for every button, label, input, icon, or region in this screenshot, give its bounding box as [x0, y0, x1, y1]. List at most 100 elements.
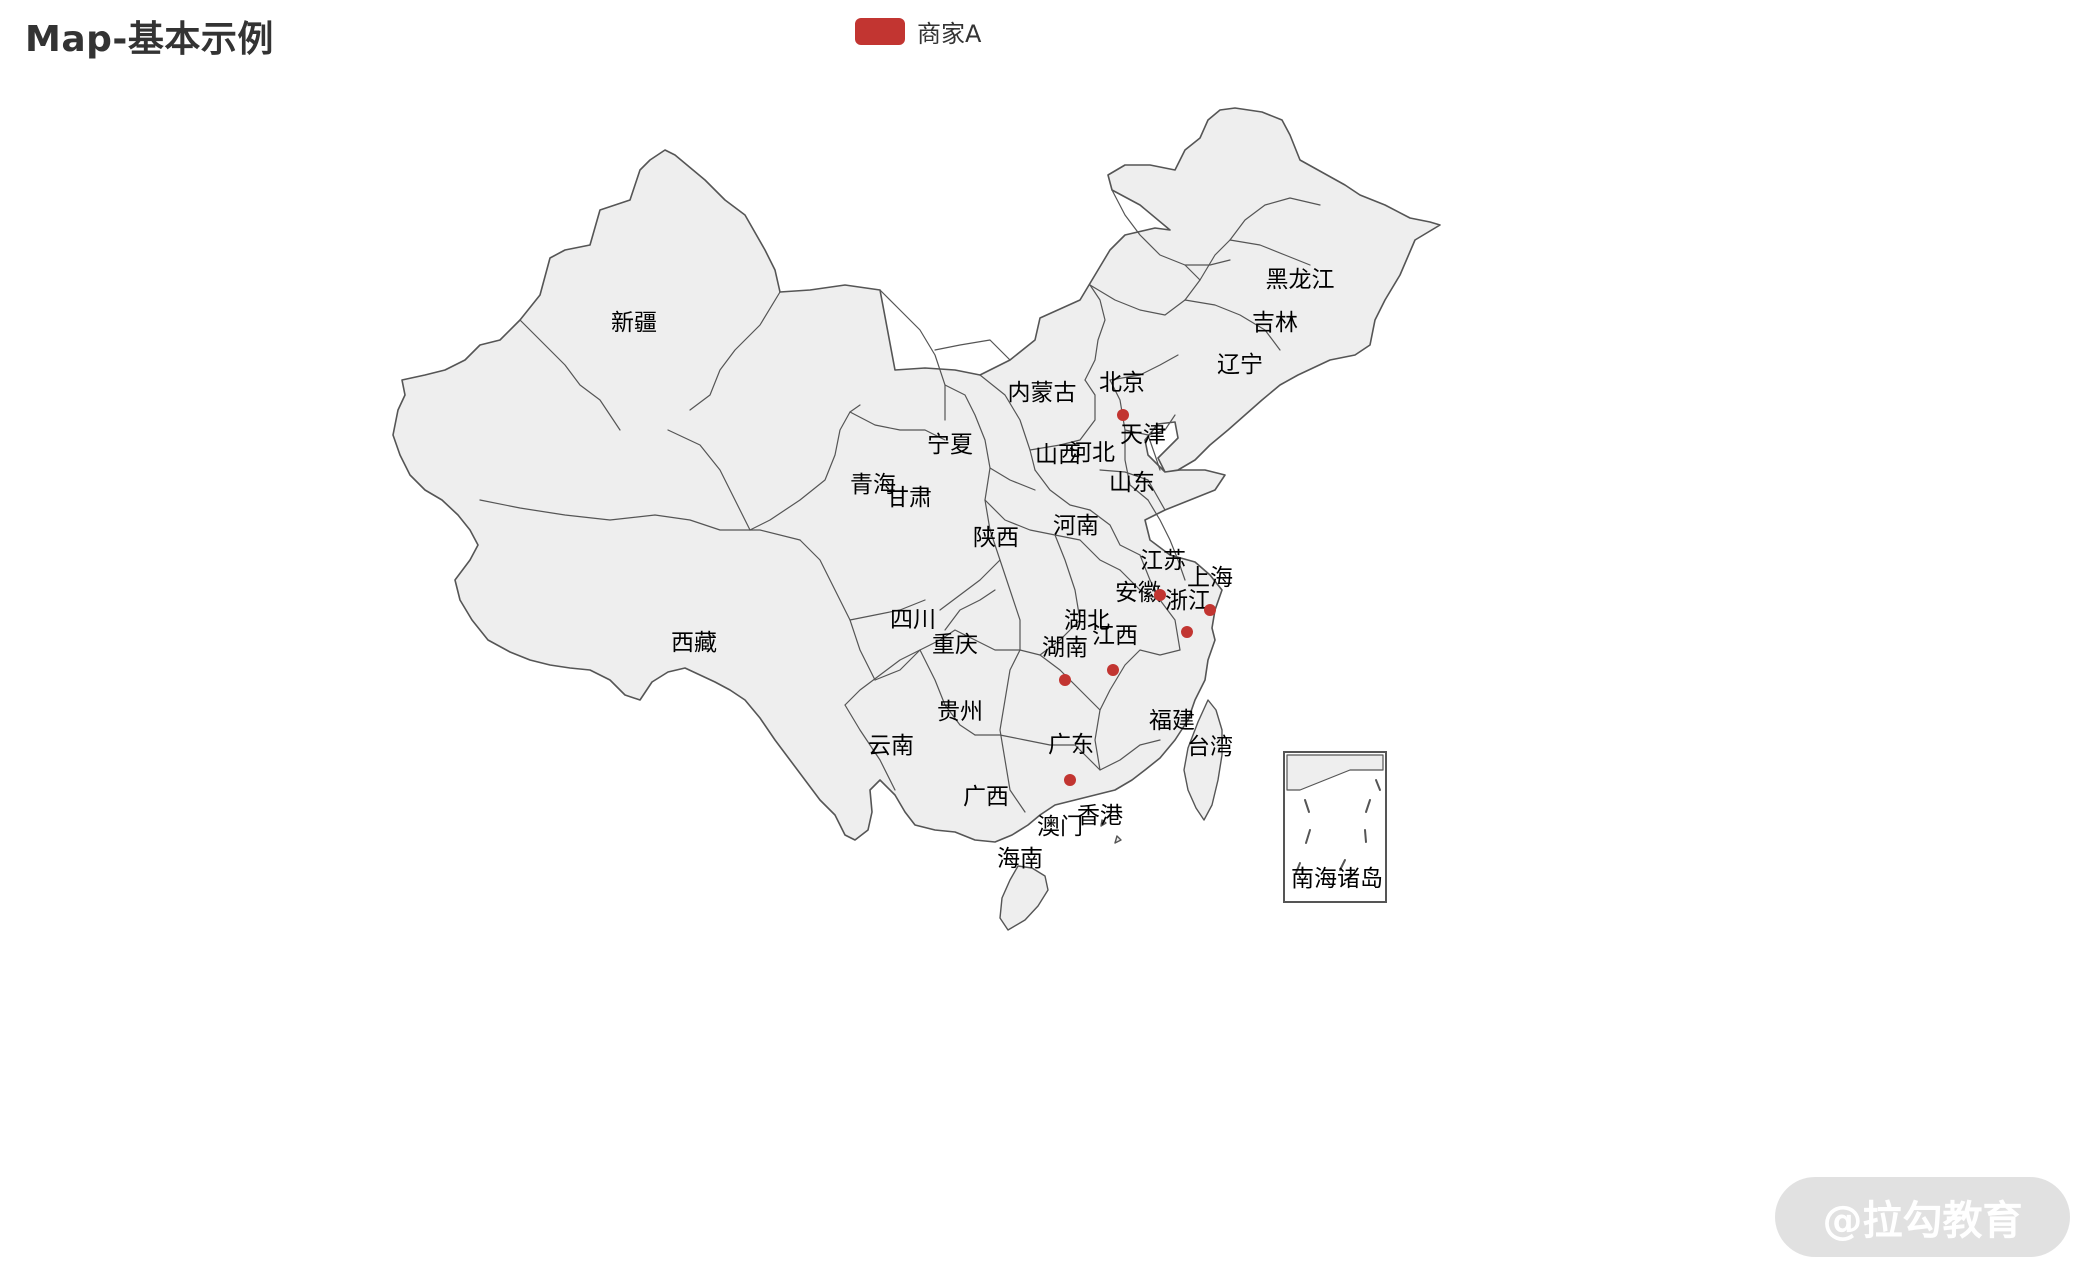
region-label-17: 上海 — [1187, 565, 1233, 591]
province-border-29 — [844, 704, 896, 791]
province-border-13 — [1109, 354, 1179, 381]
province-border-27 — [919, 649, 976, 736]
region-label-6: 天津 — [1120, 422, 1166, 448]
province-border-34 — [849, 599, 926, 621]
province-border-18 — [989, 467, 1036, 491]
province-border-37 — [1147, 499, 1186, 581]
province-border-24 — [984, 499, 1021, 651]
region-label-35: 南海诸岛 — [1291, 866, 1383, 892]
merchant-marker-1[interactable] — [1117, 409, 1129, 421]
island-shape-4 — [1100, 819, 1107, 827]
merchant-marker-2[interactable] — [1154, 589, 1166, 601]
watermark: @拉勾教育 — [1775, 1177, 2070, 1257]
province-border-14 — [1109, 379, 1149, 501]
south-china-sea-dash-2 — [1305, 829, 1311, 844]
south-china-sea-dash-4 — [1339, 859, 1346, 871]
region-label-34: 海南 — [997, 846, 1043, 872]
province-border-35 — [974, 734, 1076, 746]
merchant-marker-6[interactable] — [1059, 674, 1071, 686]
merchant-marker-4[interactable] — [1181, 626, 1193, 638]
region-label-20: 湖北 — [1064, 608, 1110, 634]
province-border-3 — [479, 499, 801, 541]
province-border-26 — [919, 629, 1021, 651]
region-label-33: 澳门 — [1037, 814, 1083, 840]
province-border-30 — [799, 539, 876, 681]
region-label-5: 北京 — [1099, 370, 1145, 396]
south-china-sea-dash-3 — [1295, 862, 1301, 874]
region-label-19: 浙江 — [1165, 588, 1211, 614]
region-label-24: 重庆 — [932, 632, 978, 658]
province-border-7 — [879, 289, 946, 421]
province-border-44 — [1229, 197, 1321, 241]
province-border-4 — [667, 429, 751, 531]
merchant-marker-5[interactable] — [1107, 664, 1119, 676]
province-border-9 — [934, 339, 1011, 361]
legend-label: 商家A — [917, 20, 982, 48]
province-border-22 — [1019, 649, 1101, 711]
region-label-15: 河南 — [1053, 513, 1099, 539]
province-border-31 — [874, 649, 921, 681]
chart-title: Map-基本示例 — [25, 19, 274, 60]
south-china-sea-dash-1 — [1304, 799, 1310, 813]
province-border-2 — [519, 319, 621, 431]
region-label-30: 广西 — [963, 784, 1009, 810]
province-border-10 — [979, 374, 1036, 471]
region-label-8: 山西 — [1035, 442, 1081, 468]
map-markers — [1059, 409, 1216, 786]
region-label-11: 新疆 — [611, 310, 657, 336]
china-mainland-shape — [392, 107, 1441, 843]
region-label-9: 山东 — [1109, 470, 1155, 496]
island-shape-1 — [999, 865, 1049, 931]
region-label-27: 福建 — [1149, 708, 1195, 734]
region-label-28: 台湾 — [1187, 734, 1233, 760]
region-label-16: 江苏 — [1140, 548, 1186, 574]
region-label-4: 内蒙古 — [1008, 380, 1077, 406]
south-china-sea-dash-7 — [1375, 779, 1381, 791]
south-china-sea-inset — [1283, 751, 1387, 903]
south-china-sea-coast — [1286, 754, 1384, 791]
region-label-32: 香港 — [1077, 803, 1123, 829]
province-border-33 — [939, 559, 1001, 611]
region-label-29: 云南 — [868, 733, 914, 759]
island-shape-3 — [1114, 835, 1122, 844]
region-label-2: 吉林 — [1252, 310, 1298, 336]
legend-swatch — [855, 18, 905, 45]
south-china-sea-dash-6 — [1365, 799, 1371, 813]
province-border-1 — [689, 291, 781, 411]
province-border-5 — [749, 404, 861, 531]
merchant-marker-3[interactable] — [1204, 604, 1216, 616]
province-border-36 — [1074, 739, 1161, 771]
region-label-14: 陕西 — [973, 525, 1019, 551]
region-label-10: 宁夏 — [927, 432, 973, 458]
province-border-46 — [1184, 259, 1231, 266]
region-label-23: 四川 — [890, 607, 936, 633]
province-border-41 — [1089, 284, 1186, 316]
region-label-12: 青海 — [850, 472, 896, 498]
region-label-1: 黑龙江 — [1266, 267, 1335, 293]
province-border-15 — [1099, 469, 1166, 511]
merchant-marker-7[interactable] — [1064, 774, 1076, 786]
map-borders — [479, 189, 1321, 813]
region-label-13: 甘肃 — [886, 485, 932, 511]
province-border-21 — [1094, 649, 1181, 771]
province-border-11 — [1029, 379, 1096, 451]
province-border-17 — [1034, 469, 1091, 511]
south-china-sea-dash-5 — [1364, 829, 1367, 843]
province-border-16 — [1089, 509, 1141, 556]
legend-item-merchant-a[interactable]: 商家A — [855, 14, 981, 49]
province-border-25 — [1039, 534, 1081, 656]
island-shape-2 — [1183, 699, 1223, 821]
province-border-42 — [1184, 299, 1281, 351]
province-border-23 — [999, 649, 1026, 813]
province-border-8 — [944, 384, 991, 501]
map-shapes — [392, 107, 1441, 931]
region-label-7: 河北 — [1069, 440, 1115, 466]
province-border-40 — [1147, 434, 1161, 471]
region-label-3: 辽宁 — [1217, 352, 1263, 378]
region-label-31: 广东 — [1048, 732, 1094, 758]
region-label-26: 贵州 — [937, 699, 983, 725]
region-label-25: 西藏 — [671, 630, 717, 656]
